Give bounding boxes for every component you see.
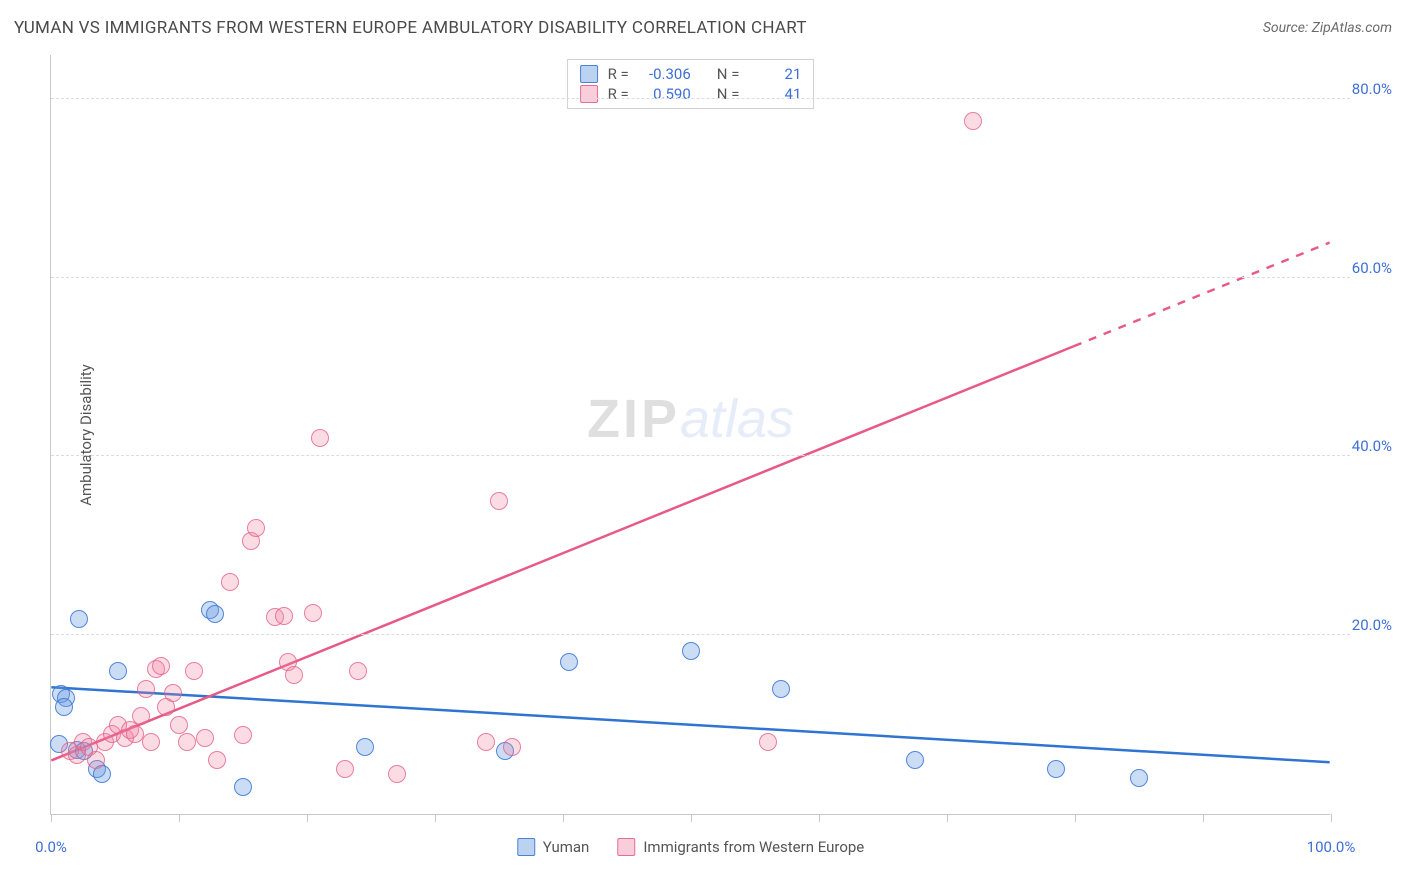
x-tick [947, 814, 948, 822]
y-axis-label: Ambulatory Disability [77, 364, 95, 506]
legend-label: Immigrants from Western Europe [643, 838, 864, 856]
stats-n-value: 41 [749, 85, 801, 103]
data-point [55, 698, 73, 716]
y-tick-label: 80.0% [1352, 80, 1392, 98]
data-point [336, 760, 354, 778]
gridline [51, 277, 1350, 278]
data-point [964, 112, 982, 130]
chart-plot-area: Ambulatory Disability ZIPatlas R = -0.30… [50, 55, 1330, 815]
data-point [170, 716, 188, 734]
legend-item-yuman: Yuman [517, 838, 590, 856]
data-point [221, 573, 239, 591]
data-point [285, 666, 303, 684]
stats-r-value: 0.590 [639, 85, 691, 103]
trend-line [51, 687, 1329, 762]
stats-n-value: 21 [749, 65, 801, 83]
x-tick-label: 100.0% [1307, 838, 1356, 856]
data-point [356, 738, 374, 756]
data-point [132, 707, 150, 725]
data-point [185, 662, 203, 680]
data-point [152, 657, 170, 675]
legend-item-wimm: Immigrants from Western Europe [617, 838, 864, 856]
trend-lines-svg [51, 55, 1330, 814]
x-tick [691, 814, 692, 822]
square-swatch-icon [617, 838, 635, 856]
x-tick [307, 814, 308, 822]
data-point [137, 680, 155, 698]
x-tick [1203, 814, 1204, 822]
x-tick [563, 814, 564, 822]
y-tick-label: 20.0% [1352, 616, 1392, 634]
data-point [682, 642, 700, 660]
series-legend: Yuman Immigrants from Western Europe [517, 838, 865, 856]
data-point [490, 492, 508, 510]
data-point [208, 751, 226, 769]
data-point [142, 733, 160, 751]
data-point [164, 684, 182, 702]
stats-r-label: R = [608, 65, 629, 83]
x-tick [51, 814, 52, 822]
stats-row-pink: R = 0.590 N = 41 [568, 84, 814, 104]
data-point [304, 604, 322, 622]
source-label: Source: ZipAtlas.com [1263, 20, 1392, 36]
data-point [503, 738, 521, 756]
data-point [109, 662, 127, 680]
data-point [234, 778, 252, 796]
stats-row-blue: R = -0.306 N = 21 [568, 64, 814, 84]
watermark-zip: ZIP [587, 389, 680, 449]
data-point [247, 519, 265, 537]
gridline [51, 98, 1350, 99]
stats-n-label: N = [717, 85, 740, 103]
data-point [234, 726, 252, 744]
data-point [560, 653, 578, 671]
data-point [1130, 769, 1148, 787]
x-tick [435, 814, 436, 822]
x-tick [819, 814, 820, 822]
legend-label: Yuman [543, 838, 590, 856]
stats-r-label: R = [608, 85, 629, 103]
y-tick-label: 40.0% [1352, 437, 1392, 455]
watermark: ZIPatlas [587, 388, 794, 450]
square-swatch-icon [580, 65, 598, 83]
stats-n-label: N = [717, 65, 740, 83]
watermark-atlas: atlas [680, 389, 794, 449]
y-tick-label: 60.0% [1352, 259, 1392, 277]
data-point [206, 605, 224, 623]
data-point [311, 429, 329, 447]
data-point [759, 733, 777, 751]
x-tick [1331, 814, 1332, 822]
data-point [87, 751, 105, 769]
data-point [477, 733, 495, 751]
data-point [178, 733, 196, 751]
data-point [772, 680, 790, 698]
title-bar: YUMAN VS IMMIGRANTS FROM WESTERN EUROPE … [14, 18, 1392, 38]
square-swatch-icon [580, 85, 598, 103]
data-point [906, 751, 924, 769]
trend-line [51, 346, 1074, 760]
data-point [349, 662, 367, 680]
data-point [70, 610, 88, 628]
data-point [388, 765, 406, 783]
data-point [275, 607, 293, 625]
x-tick [179, 814, 180, 822]
square-swatch-icon [517, 838, 535, 856]
x-tick [1075, 814, 1076, 822]
stats-r-value: -0.306 [639, 65, 691, 83]
stats-legend: R = -0.306 N = 21 R = 0.590 N = 41 [567, 59, 815, 109]
data-point [196, 729, 214, 747]
x-tick-label: 0.0% [35, 838, 67, 856]
gridline [51, 455, 1350, 456]
trend-line-extrapolated [1074, 243, 1330, 347]
chart-title: YUMAN VS IMMIGRANTS FROM WESTERN EUROPE … [14, 18, 807, 38]
gridline [51, 634, 1350, 635]
data-point [1047, 760, 1065, 778]
